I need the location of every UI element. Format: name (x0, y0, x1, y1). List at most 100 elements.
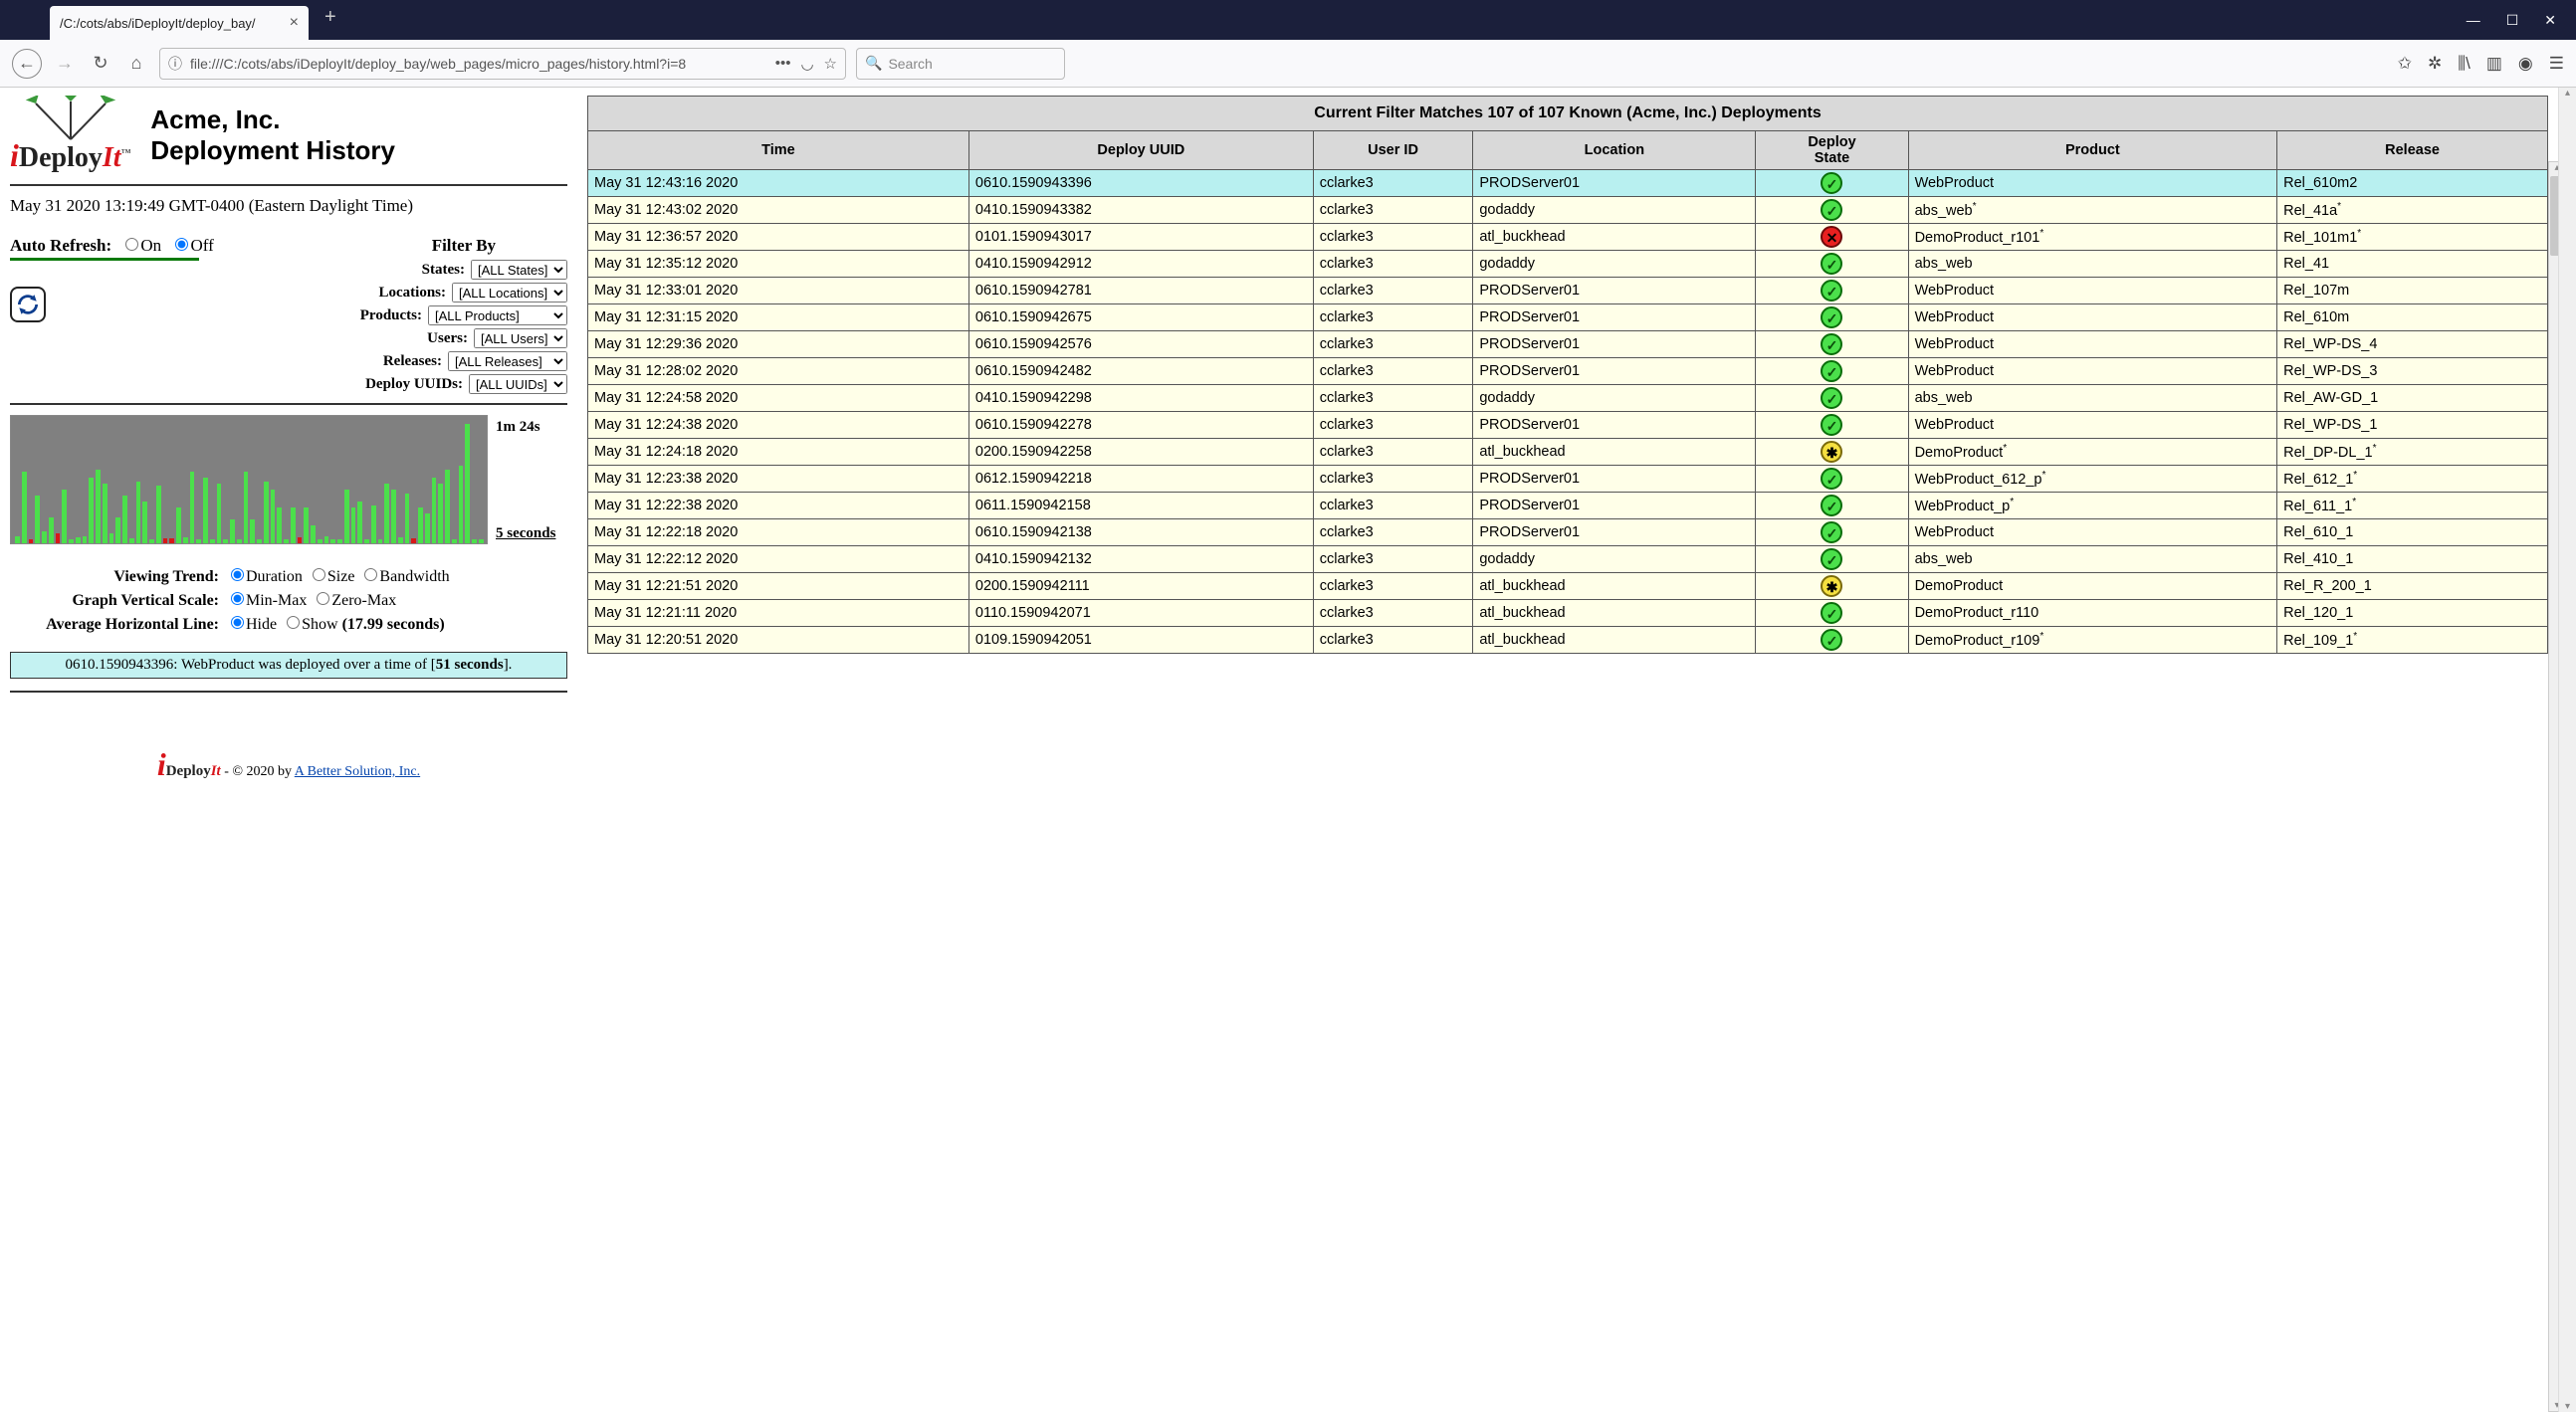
chart-bar[interactable] (169, 538, 174, 543)
chart-bar[interactable] (237, 539, 242, 543)
scale-min-max[interactable]: Min-Max (225, 592, 311, 609)
browser-tab[interactable]: /C:/cots/abs/iDeployIt/deploy_bay/ × (50, 6, 309, 40)
reader-icon[interactable]: ◡ (800, 55, 813, 73)
chart-bar[interactable] (452, 539, 457, 543)
chart-bar[interactable] (109, 533, 114, 543)
chart-bar[interactable] (291, 507, 296, 543)
sidebar-icon[interactable]: ▥ (2486, 54, 2502, 74)
chart-bar[interactable] (479, 539, 484, 543)
chart-bar[interactable] (35, 496, 40, 543)
chart-bar[interactable] (438, 484, 443, 543)
chart-bar[interactable] (465, 424, 470, 543)
reload-button[interactable]: ↻ (88, 51, 113, 77)
table-row[interactable]: May 31 12:33:01 20200610.1590942781cclar… (588, 278, 2548, 304)
chart-bar[interactable] (244, 472, 249, 543)
chart-bar[interactable] (459, 466, 464, 543)
viewing-size[interactable]: Size (307, 568, 359, 585)
table-row[interactable]: May 31 12:28:02 20200610.1590942482cclar… (588, 358, 2548, 385)
chart-bar[interactable] (176, 507, 181, 543)
table-row[interactable]: May 31 12:20:51 20200109.1590942051cclar… (588, 627, 2548, 654)
auto-refresh-on[interactable]: On (119, 236, 161, 255)
chart-bar[interactable] (445, 470, 450, 543)
table-row[interactable]: May 31 12:22:18 20200610.1590942138cclar… (588, 519, 2548, 546)
chart-bar[interactable] (183, 537, 188, 543)
chart-bar[interactable] (142, 502, 147, 543)
chart-bar[interactable] (217, 484, 222, 543)
filter-users[interactable]: [ALL Users] (474, 328, 567, 348)
table-row[interactable]: May 31 12:36:57 20200101.1590943017cclar… (588, 224, 2548, 251)
chart-bar[interactable] (304, 507, 309, 543)
url-bar[interactable]: ⓘ file:///C:/cots/abs/iDeployIt/deploy_b… (159, 48, 846, 80)
filter-locations[interactable]: [ALL Locations] (452, 283, 567, 303)
chart-bar[interactable] (378, 539, 383, 543)
chart-bar[interactable] (257, 539, 262, 543)
table-row[interactable]: May 31 12:43:16 20200610.1590943396cclar… (588, 170, 2548, 197)
chart-bar[interactable] (337, 539, 342, 543)
chart-bar[interactable] (136, 482, 141, 543)
chart-bar[interactable] (163, 538, 168, 543)
chart-bar[interactable] (149, 539, 154, 543)
chart-bar[interactable] (96, 470, 101, 543)
chart-bar[interactable] (196, 539, 201, 543)
chart-bar[interactable] (344, 490, 349, 543)
chart-bar[interactable] (250, 519, 255, 543)
chart-bar[interactable] (425, 513, 430, 543)
viewing-bandwidth[interactable]: Bandwidth (358, 568, 449, 585)
chart-bar[interactable] (357, 502, 362, 543)
chart-bar[interactable] (62, 490, 67, 543)
chart-bar[interactable] (398, 537, 403, 543)
chart-bar[interactable] (190, 472, 195, 543)
chart-bar[interactable] (391, 490, 396, 543)
auto-refresh-off[interactable]: Off (169, 236, 213, 255)
back-button[interactable]: ← (12, 49, 42, 79)
table-row[interactable]: May 31 12:22:38 20200611.1590942158cclar… (588, 493, 2548, 519)
table-row[interactable]: May 31 12:43:02 20200410.1590943382cclar… (588, 197, 2548, 224)
chart-bar[interactable] (223, 539, 228, 543)
chart-bar[interactable] (298, 537, 303, 543)
col-header[interactable]: Product (1908, 131, 2277, 170)
chart-bar[interactable] (49, 517, 54, 543)
chart-bar[interactable] (284, 539, 289, 543)
filter-products[interactable]: [ALL Products] (428, 305, 567, 325)
table-row[interactable]: May 31 12:35:12 20200410.1590942912cclar… (588, 251, 2548, 278)
chart-bar[interactable] (22, 472, 27, 543)
chart-bar[interactable] (103, 484, 107, 543)
chart-bar[interactable] (318, 539, 322, 543)
chart-bar[interactable] (271, 490, 276, 543)
table-row[interactable]: May 31 12:24:38 20200610.1590942278cclar… (588, 412, 2548, 439)
chart-bar[interactable] (129, 538, 134, 543)
filter-releases[interactable]: [ALL Releases] (448, 351, 567, 371)
maximize-icon[interactable]: ☐ (2506, 12, 2519, 29)
table-scrollbar[interactable] (2548, 161, 2558, 1412)
col-header[interactable]: Time (588, 131, 969, 170)
footer-link[interactable]: A Better Solution, Inc. (295, 764, 420, 779)
forward-button[interactable]: → (52, 51, 78, 77)
chart-bar[interactable] (156, 486, 161, 543)
chart-bar[interactable] (203, 478, 208, 543)
star-icon[interactable]: ☆ (824, 55, 837, 73)
chart-bar[interactable] (330, 539, 335, 543)
home-button[interactable]: ⌂ (123, 51, 149, 77)
chart-bar[interactable] (29, 539, 34, 543)
scale-zero-max[interactable]: Zero-Max (311, 592, 396, 609)
col-header[interactable]: DeployState (1756, 131, 1908, 170)
table-row[interactable]: May 31 12:21:51 20200200.1590942111cclar… (588, 573, 2548, 600)
chart-bar[interactable] (324, 536, 329, 543)
chart-bar[interactable] (15, 536, 20, 543)
table-row[interactable]: May 31 12:23:38 20200612.1590942218cclar… (588, 466, 2548, 493)
viewing-duration[interactable]: Duration (225, 568, 307, 585)
filter-states[interactable]: [ALL States] (471, 260, 567, 280)
tab-close-icon[interactable]: × (290, 14, 299, 32)
scroll-thumb[interactable] (2550, 176, 2558, 256)
table-row[interactable]: May 31 12:21:11 20200110.1590942071cclar… (588, 600, 2548, 627)
star-plus-icon[interactable]: ✩ (2398, 54, 2412, 74)
chart-box[interactable] (10, 415, 488, 544)
col-header[interactable]: Location (1473, 131, 1756, 170)
chart-bar[interactable] (384, 484, 389, 543)
close-icon[interactable]: ✕ (2544, 12, 2556, 29)
chart-bar[interactable] (264, 482, 269, 543)
chart-bar[interactable] (405, 494, 410, 543)
chart-bar[interactable] (83, 536, 88, 543)
menu-icon[interactable]: ☰ (2549, 54, 2564, 74)
minimize-icon[interactable]: — (2467, 12, 2480, 29)
